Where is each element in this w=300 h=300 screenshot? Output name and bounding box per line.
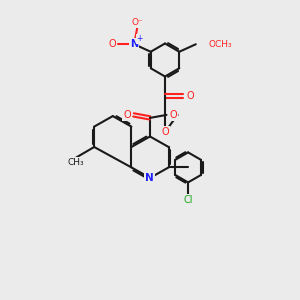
Text: O⁻: O⁻ <box>131 18 143 27</box>
Text: O: O <box>169 110 177 120</box>
Text: O: O <box>123 110 131 120</box>
Text: +: + <box>136 34 143 43</box>
Text: OCH₃: OCH₃ <box>208 40 232 49</box>
Text: O: O <box>187 91 194 101</box>
Text: O: O <box>161 127 169 137</box>
Text: CH₃: CH₃ <box>68 158 85 167</box>
Text: N: N <box>130 39 138 49</box>
Text: N: N <box>145 173 154 183</box>
Text: O: O <box>109 39 116 49</box>
Text: Cl: Cl <box>183 195 193 206</box>
